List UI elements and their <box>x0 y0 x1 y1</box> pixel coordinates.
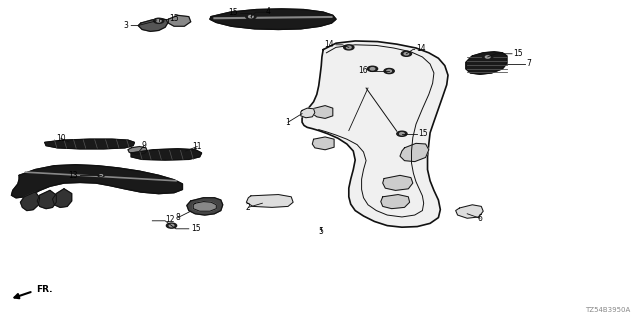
Circle shape <box>384 68 394 74</box>
Circle shape <box>370 68 375 70</box>
Text: 9: 9 <box>141 141 147 150</box>
Circle shape <box>401 51 412 56</box>
Circle shape <box>344 45 354 50</box>
Polygon shape <box>246 195 293 207</box>
Polygon shape <box>302 41 448 227</box>
Circle shape <box>387 70 392 72</box>
Circle shape <box>154 18 164 23</box>
Polygon shape <box>20 192 40 211</box>
Text: 14: 14 <box>324 40 334 49</box>
Text: 13: 13 <box>68 171 78 180</box>
Circle shape <box>100 175 102 176</box>
Circle shape <box>166 223 177 228</box>
Polygon shape <box>456 205 483 218</box>
Polygon shape <box>131 149 202 160</box>
Text: 10: 10 <box>56 134 66 143</box>
Polygon shape <box>12 165 182 198</box>
Text: FR.: FR. <box>36 285 52 294</box>
Polygon shape <box>45 139 134 149</box>
Polygon shape <box>138 19 168 31</box>
Text: 15: 15 <box>513 49 523 58</box>
Text: 16: 16 <box>358 66 368 75</box>
Polygon shape <box>312 106 333 118</box>
Polygon shape <box>52 189 72 207</box>
Circle shape <box>367 66 378 71</box>
Polygon shape <box>193 202 216 211</box>
Text: 5: 5 <box>319 227 324 236</box>
Text: 1: 1 <box>285 118 291 127</box>
Text: 8: 8 <box>175 213 180 222</box>
Circle shape <box>485 56 490 58</box>
Text: 11: 11 <box>193 142 202 151</box>
Text: 15: 15 <box>228 8 238 17</box>
Polygon shape <box>168 15 191 26</box>
Circle shape <box>169 224 174 227</box>
Polygon shape <box>381 195 410 209</box>
Circle shape <box>156 20 161 22</box>
Text: 14: 14 <box>416 44 426 53</box>
Circle shape <box>98 174 104 177</box>
Polygon shape <box>466 52 507 74</box>
Text: 7: 7 <box>526 60 531 68</box>
Circle shape <box>246 14 256 19</box>
Circle shape <box>399 132 404 135</box>
Circle shape <box>248 15 253 18</box>
Polygon shape <box>210 9 336 29</box>
Text: TZ54B3950A: TZ54B3950A <box>585 307 630 313</box>
Polygon shape <box>400 143 429 162</box>
Text: 15: 15 <box>419 129 428 138</box>
Text: 2: 2 <box>246 203 251 212</box>
Text: 4: 4 <box>266 7 271 16</box>
Text: 3: 3 <box>123 21 128 30</box>
Polygon shape <box>301 108 315 118</box>
Polygon shape <box>312 137 334 150</box>
Circle shape <box>483 54 493 60</box>
Polygon shape <box>187 198 223 215</box>
Text: 15: 15 <box>191 224 200 233</box>
Circle shape <box>397 131 407 136</box>
Circle shape <box>404 52 409 55</box>
Text: 15: 15 <box>170 14 179 23</box>
Circle shape <box>346 46 351 49</box>
Text: 6: 6 <box>477 214 483 223</box>
Text: 12: 12 <box>165 215 175 224</box>
Polygon shape <box>383 175 413 190</box>
Polygon shape <box>128 147 147 154</box>
Polygon shape <box>37 190 56 209</box>
